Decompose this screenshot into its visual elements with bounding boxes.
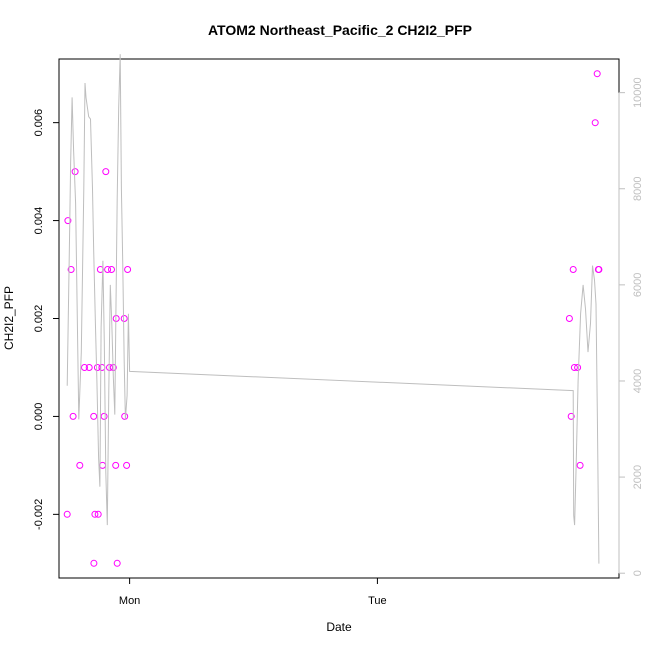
data-point [64,217,72,225]
data-point [76,461,84,469]
data-point [121,412,129,420]
data-point [90,412,98,420]
chart-title: ATOM2 Northeast_Pacific_2 CH2I2_PFP [208,22,472,38]
y-tick-label-left: 0.002 [33,305,45,333]
data-point [574,364,582,371]
data-point [576,461,584,469]
data-point [94,510,102,518]
data-point [90,559,98,567]
y-tick-label-left: 0.004 [33,207,45,235]
data-point [71,168,79,176]
plot-area-frame [58,58,620,579]
data-point [100,412,108,420]
y-tick-label-right: 2000 [632,465,644,489]
series-layer [63,54,603,567]
data-point [108,266,115,273]
y-tick-label-left: 0.006 [33,109,45,137]
data-point [113,559,121,567]
y-tick-label-left: -0.002 [33,499,45,530]
y-tick-label-right: 10000 [632,77,644,108]
data-point [120,315,128,322]
data-point [567,412,575,420]
data-point [595,266,603,273]
data-point [98,364,106,371]
data-point [565,315,573,322]
data-point [102,168,110,176]
y-axis-label: CH2I2_PFP [2,286,16,350]
data-point [124,266,132,273]
data-point [591,119,599,127]
x-axis: Mon Tue [119,577,387,607]
data-point [69,412,77,420]
x-tick-label: Tue [368,595,387,607]
x-tick-label: Mon [119,595,140,607]
y-tick-label-left: 0.000 [33,403,45,431]
data-point [85,364,93,371]
data-point [112,461,120,469]
x-axis-label: Date [326,620,352,634]
series-line [66,54,600,564]
data-point [593,70,601,78]
data-point [63,510,71,518]
data-point [104,266,112,273]
data-point [123,461,131,469]
y-tick-label-right: 8000 [632,177,644,201]
y-tick-label-right: 6000 [632,273,644,297]
y-axis-right: 0 2000 4000 6000 8000 10000 [618,77,644,576]
y-tick-label-right: 0 [632,570,644,576]
data-point [81,364,88,371]
data-point [570,364,578,371]
data-point [569,266,577,273]
y-axis-left: -0.002 0.000 0.002 0.004 0.006 [33,109,60,530]
y-tick-label-right: 4000 [632,369,644,393]
data-point [67,266,75,273]
data-point [91,510,99,518]
